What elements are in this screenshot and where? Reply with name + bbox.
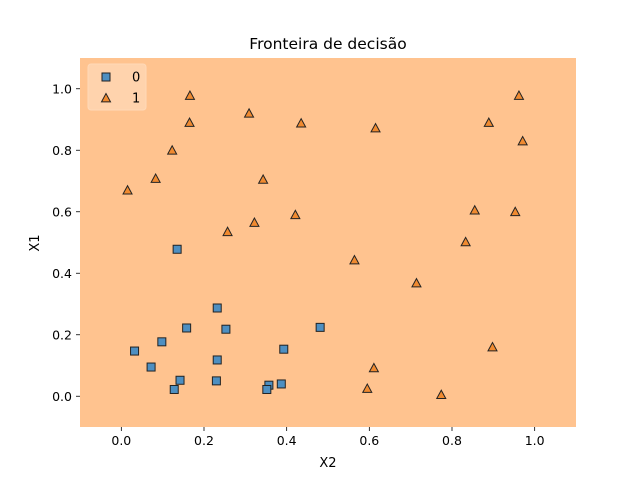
class-0-point [172, 244, 182, 254]
x-tick-label: 0.0 [111, 433, 131, 448]
x-tick-label: 0.6 [359, 433, 379, 448]
data-points [122, 89, 529, 400]
class-0-point [146, 362, 156, 372]
legend-label-1: 1 [132, 92, 140, 107]
class-1-point [517, 135, 529, 146]
chart-title: Fronteira de decisão [249, 35, 406, 53]
class-1-point [166, 144, 178, 155]
class-1-point [370, 122, 381, 133]
class-1-point [222, 226, 233, 237]
legend-label-0: 0 [132, 71, 140, 86]
class-1-point [460, 236, 471, 247]
class-0-point [279, 344, 289, 354]
y-axis-label: X1 [28, 234, 43, 251]
x-axis: 0.0 0.2 0.4 0.6 0.8 1.0 [111, 427, 545, 448]
class-0-point [212, 303, 222, 313]
class-1-point [257, 173, 269, 184]
class-0-point [130, 346, 140, 356]
class-1-point [435, 389, 447, 400]
class-0-point [175, 375, 185, 385]
y-tick-label: 0.8 [52, 143, 72, 158]
x-tick-label: 0.2 [194, 433, 214, 448]
y-tick-label: 1.0 [52, 81, 72, 96]
class-1-point [509, 206, 521, 217]
y-tick-label: 0.4 [52, 266, 72, 281]
class-1-point [349, 254, 360, 265]
class-0-point [211, 376, 221, 386]
class-0-point [262, 384, 272, 394]
class-0-point [276, 379, 286, 389]
class-1-point [290, 209, 301, 220]
class-0-point [212, 355, 222, 365]
y-tick-label: 0.0 [52, 389, 72, 404]
class-0-point [221, 324, 231, 334]
class-1-point [469, 204, 481, 215]
legend-marker-0 [101, 72, 111, 82]
class-1-point [295, 117, 307, 128]
class-1-point [243, 107, 255, 118]
class-1-point [184, 117, 195, 127]
class-1-point [361, 383, 373, 393]
y-tick-label: 0.6 [52, 204, 72, 219]
x-axis-label: X2 [319, 456, 336, 471]
x-tick-label: 0.4 [277, 433, 297, 448]
class-0-point [169, 384, 179, 394]
class-1-point [122, 184, 133, 195]
class-1-point [513, 89, 525, 100]
class-1-point [411, 277, 422, 288]
class-1-point [487, 341, 498, 352]
class-0-point [182, 323, 192, 333]
class-1-point [483, 117, 495, 127]
class-1-point [368, 362, 380, 373]
legend: 01 [87, 63, 147, 111]
x-tick-label: 1.0 [525, 433, 545, 448]
class-0-point [157, 337, 167, 347]
class-1-point [184, 89, 196, 100]
y-axis: 0.0 0.2 0.4 0.6 0.8 1.0 [52, 81, 80, 404]
y-tick-label: 0.2 [52, 327, 72, 342]
legend-marker-1 [100, 92, 112, 103]
class-1-point [150, 172, 161, 183]
decision-region [80, 58, 576, 427]
class-1-point [249, 216, 260, 227]
x-tick-label: 0.8 [442, 433, 462, 448]
class-0-point [315, 322, 325, 332]
